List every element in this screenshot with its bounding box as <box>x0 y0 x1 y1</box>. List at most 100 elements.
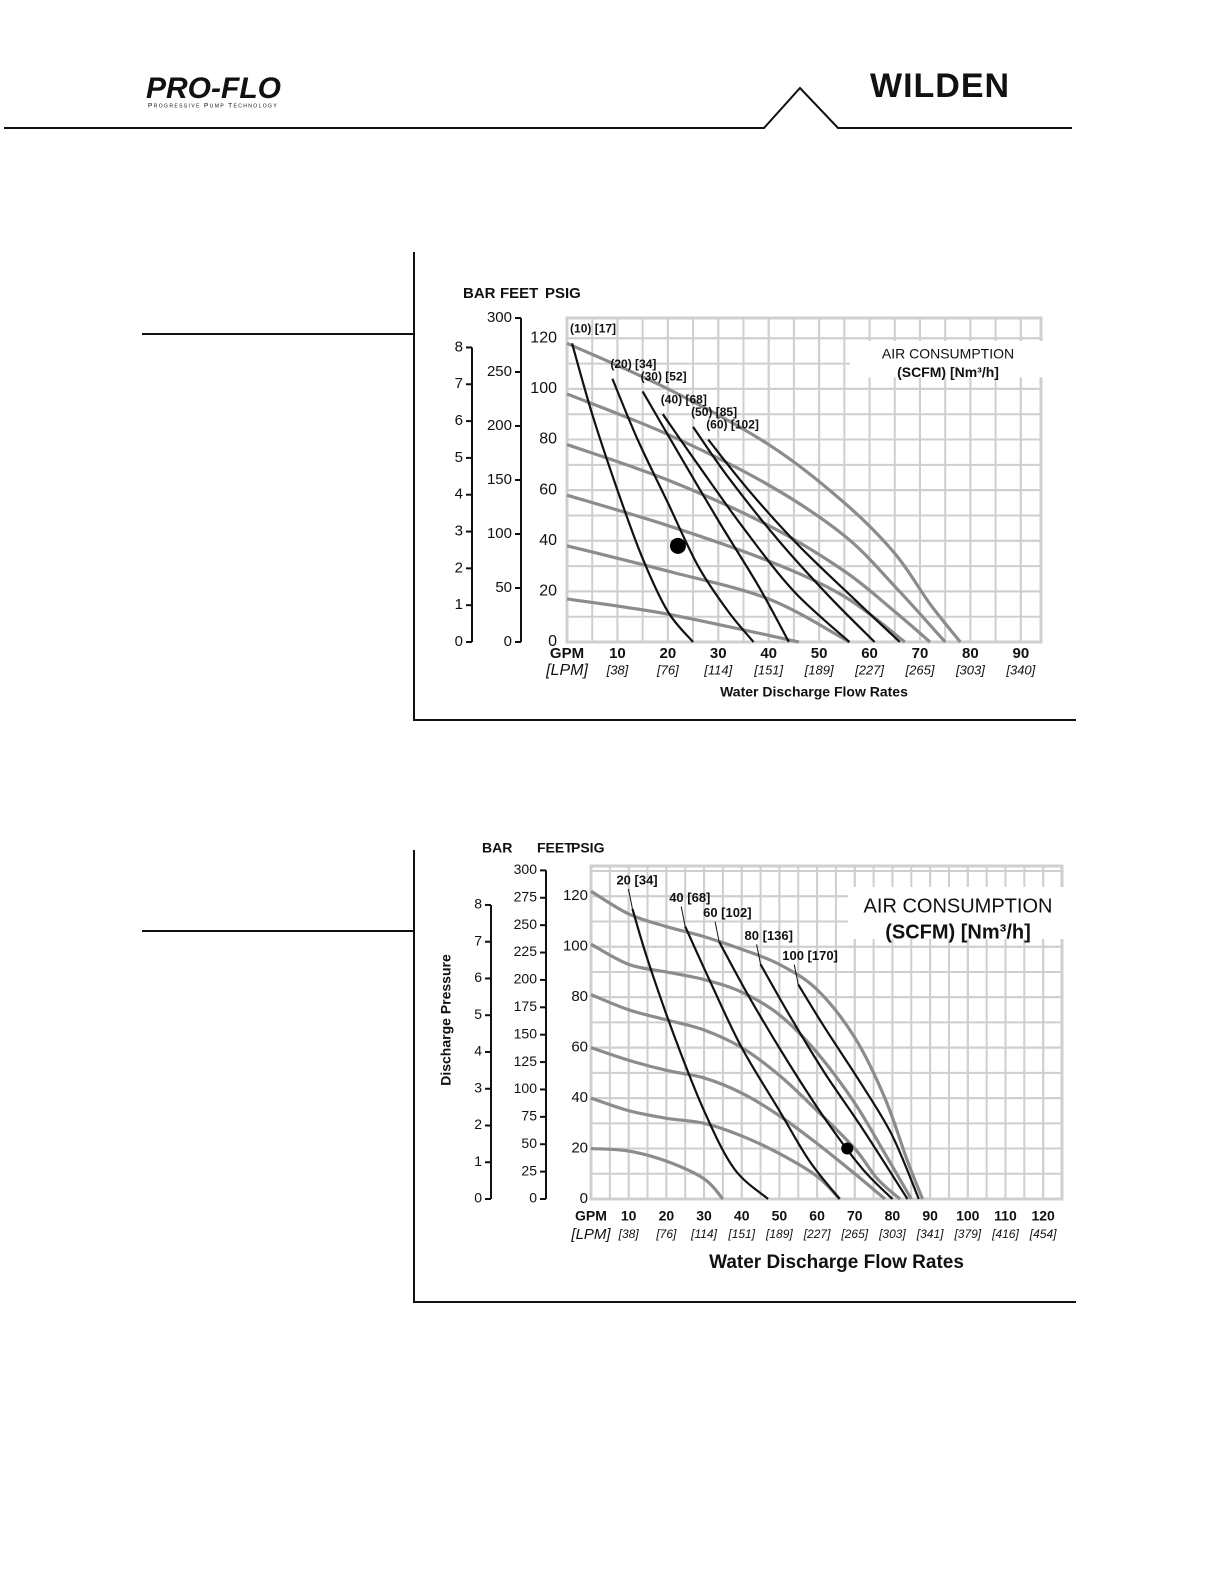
axis-tick-label: 100 <box>514 1080 538 1096</box>
x-tick-label: 40 <box>760 645 777 662</box>
x-tick-sublabel: [227] <box>803 1227 831 1241</box>
x-tick-sublabel: [340] <box>1005 662 1035 677</box>
x-tick-label: 90 <box>922 1208 938 1224</box>
frame <box>413 252 1076 721</box>
axis-header: BAR <box>482 840 512 856</box>
axis-tick-label: 4 <box>474 1043 482 1059</box>
axis-tick-label: 5 <box>455 449 463 466</box>
y-tick-label: 0 <box>548 633 557 650</box>
x-tick-label: 80 <box>962 645 979 662</box>
curve <box>570 343 694 643</box>
curve <box>566 392 947 644</box>
axis-tick-label: 3 <box>455 523 463 540</box>
brand-left: PRO-FLO <box>146 72 281 105</box>
axis-tick-label: 150 <box>514 1025 538 1041</box>
brand-right: WILDEN <box>870 67 1010 105</box>
x-tick-sublabel: [114] <box>690 1227 717 1241</box>
y-tick-label: 0 <box>580 1190 588 1207</box>
x-tick-label: 60 <box>861 645 878 662</box>
axis-tick-label: 225 <box>514 943 538 959</box>
x-tick-label: 110 <box>994 1208 1017 1224</box>
curve-label: (20) [34] <box>610 357 656 371</box>
x-tick-label: 40 <box>734 1208 750 1224</box>
curve <box>661 413 851 643</box>
y-tick-label: 120 <box>563 887 588 904</box>
axis-header: BAR <box>463 285 496 302</box>
x-tick-sublabel: [151] <box>753 662 783 677</box>
axis-tick-label: 125 <box>514 1053 538 1069</box>
axis-tick-label: 1 <box>455 596 463 613</box>
curve <box>590 942 913 1200</box>
axis-tick-label: 6 <box>474 969 482 985</box>
x-tick-sublabel: [416] <box>991 1227 1019 1241</box>
curve-label: 80 [136] <box>745 928 793 943</box>
axis-tick-label: 250 <box>487 363 512 380</box>
x-tick-label: 70 <box>847 1208 863 1224</box>
x-tick-label: 50 <box>811 645 828 662</box>
leader-line <box>714 921 720 942</box>
axis-tick-label: 0 <box>474 1190 482 1206</box>
x-tick-sublabel: [303] <box>878 1227 906 1241</box>
axis-tick-label: 0 <box>455 633 463 650</box>
x-tick-label: 120 <box>1031 1208 1055 1224</box>
x-axis-title: Water Discharge Flow Rates <box>720 684 908 700</box>
curve-label: 60 [102] <box>703 905 751 920</box>
x-tick-sublabel: [151] <box>727 1227 755 1241</box>
x-tick-label: 100 <box>956 1208 980 1224</box>
curve-label: 40 [68] <box>669 890 710 905</box>
axis-tick-label: 2 <box>474 1116 482 1132</box>
curve-label: (10) [17] <box>570 321 616 335</box>
y-tick-label: 120 <box>530 329 557 346</box>
x-tick-sublabel: [189] <box>804 662 834 677</box>
curve <box>590 889 925 1200</box>
axis-tick-label: 50 <box>495 579 512 596</box>
curve <box>641 390 790 643</box>
leader-line <box>627 888 633 909</box>
x-tick-sublabel: [76] <box>656 662 679 677</box>
axis-header: FEET <box>500 285 538 302</box>
axis-tick-label: 4 <box>455 486 463 503</box>
legend-units: (SCFM) [Nm³/h] <box>885 921 1031 943</box>
axis-tick-label: 300 <box>487 309 512 326</box>
axis-tick-label: 7 <box>474 932 482 948</box>
curve <box>707 438 901 643</box>
curve <box>684 926 841 1200</box>
x-tick-sublabel: [227] <box>854 662 884 677</box>
curve-label: 20 [34] <box>616 872 657 887</box>
curve <box>566 597 800 644</box>
curve-label: (30) [52] <box>641 370 687 384</box>
curve <box>566 493 906 644</box>
x-tick-label: 90 <box>1012 645 1029 662</box>
operating-point <box>669 537 686 554</box>
curve <box>692 426 876 643</box>
axis-tick-label: 5 <box>474 1006 482 1022</box>
x-tick-label: 70 <box>912 645 929 662</box>
axis-tick-label: 175 <box>514 998 538 1014</box>
leader-line <box>680 906 686 927</box>
leader-line <box>793 964 799 985</box>
axis-header: PSIG <box>545 285 581 302</box>
x-tick-label: GPM <box>575 1208 607 1224</box>
curve <box>631 908 769 1200</box>
axis-tick-label: 8 <box>455 338 463 355</box>
x-axis-title: Water Discharge Flow Rates <box>709 1252 964 1273</box>
operating-point <box>841 1142 854 1155</box>
x-tick-label: 30 <box>710 645 727 662</box>
x-tick-label: 20 <box>659 1208 675 1224</box>
legend-box <box>850 341 1046 378</box>
axis-tick-label: 75 <box>521 1108 537 1124</box>
curve-label: (50) [85] <box>691 405 737 419</box>
x-tick-label: 30 <box>696 1208 712 1224</box>
axis-tick-label: 2 <box>455 559 463 576</box>
legend-units: (SCFM) [Nm³/h] <box>897 364 999 380</box>
axis-tick-label: 200 <box>487 417 512 434</box>
curve <box>611 378 755 643</box>
y-tick-label: 60 <box>571 1039 588 1056</box>
x-tick-sublabel: [379] <box>953 1227 981 1241</box>
axis-tick-label: 7 <box>455 375 463 392</box>
frame <box>413 850 1076 1303</box>
curve <box>718 941 894 1200</box>
y-tick-label: 100 <box>530 380 557 397</box>
axis-tick-label: 8 <box>474 896 482 912</box>
x-tick-sublabel: [341] <box>916 1227 944 1241</box>
